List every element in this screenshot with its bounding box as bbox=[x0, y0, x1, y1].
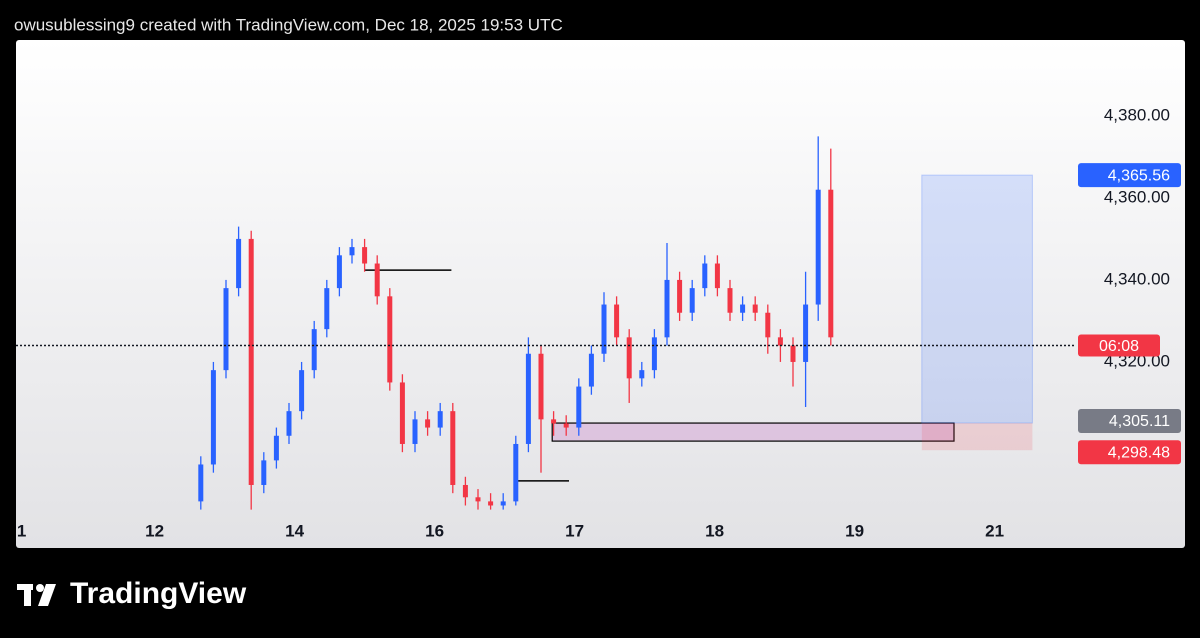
x-tick-label: 1 bbox=[17, 521, 26, 540]
x-tick-label: 16 bbox=[425, 521, 444, 540]
candle-body bbox=[412, 419, 418, 444]
target-zone bbox=[921, 174, 1033, 424]
candle-body bbox=[777, 337, 783, 346]
candle-body bbox=[198, 464, 204, 502]
target-tag-label: 4,365.56 bbox=[1108, 167, 1170, 184]
y-tick-label: 4,360.00 bbox=[1104, 187, 1170, 206]
candle-body bbox=[462, 484, 468, 498]
candle-body bbox=[248, 238, 254, 485]
candle-body bbox=[349, 247, 355, 256]
x-tick-label: 12 bbox=[145, 521, 164, 540]
candle-body bbox=[374, 263, 380, 297]
candle-body bbox=[664, 279, 670, 338]
candle-body bbox=[261, 460, 267, 485]
entry-tag-label: 4,305.11 bbox=[1109, 413, 1170, 430]
candle-body bbox=[273, 435, 279, 461]
candle-body bbox=[336, 255, 342, 289]
brand-name: TradingView bbox=[70, 577, 247, 610]
entry-tag bbox=[1078, 409, 1181, 434]
candle-body bbox=[437, 411, 443, 428]
x-tick-label: 18 bbox=[705, 521, 724, 540]
candle-body bbox=[689, 288, 695, 313]
candle-body bbox=[740, 304, 746, 313]
stop-tag bbox=[1078, 440, 1181, 465]
candle-body bbox=[362, 247, 368, 264]
candle-body bbox=[702, 263, 708, 289]
candle-body bbox=[651, 337, 657, 371]
candle-body bbox=[387, 296, 393, 383]
candle-body bbox=[488, 501, 494, 506]
candle-body bbox=[601, 304, 607, 354]
candle-body bbox=[299, 370, 305, 412]
candle-body bbox=[210, 370, 216, 465]
candle-body bbox=[399, 382, 405, 444]
candle-body bbox=[752, 304, 758, 313]
candle-body bbox=[551, 419, 557, 424]
candle-body bbox=[815, 189, 821, 305]
candle-body bbox=[828, 189, 834, 338]
overlay: 4,320.004,340.004,360.004,380.001 12 14 16 1… bbox=[16, 105, 1181, 540]
x-tick-label: 19 bbox=[845, 521, 864, 540]
stop-zone bbox=[921, 423, 1033, 451]
countdown-box bbox=[1078, 334, 1160, 357]
candle-body bbox=[450, 411, 456, 485]
y-tick-label: 4,380.00 bbox=[1104, 105, 1170, 124]
imbalance-zone bbox=[551, 422, 955, 442]
candle-body bbox=[639, 370, 645, 379]
x-tick-label: 17 bbox=[565, 521, 584, 540]
candle-body bbox=[525, 353, 531, 444]
candle-body bbox=[803, 304, 809, 362]
chart-panel bbox=[16, 40, 1185, 548]
y-tick-label: 4,340.00 bbox=[1104, 269, 1170, 288]
candle-body bbox=[223, 288, 229, 371]
candle-body bbox=[500, 501, 506, 506]
candle-body bbox=[588, 353, 594, 387]
logo bbox=[17, 584, 56, 606]
x-tick-label: 14 bbox=[285, 521, 304, 540]
candle-body bbox=[475, 497, 481, 502]
candle-body bbox=[790, 345, 796, 362]
countdown: 06:08 bbox=[1099, 338, 1139, 355]
candle-body bbox=[538, 353, 544, 420]
candle-body bbox=[765, 312, 771, 338]
candle-body bbox=[513, 443, 519, 502]
candle-body bbox=[727, 288, 733, 313]
target-tag bbox=[1078, 163, 1181, 188]
candle-body bbox=[614, 304, 620, 338]
candle-body bbox=[626, 337, 632, 379]
candle-body bbox=[576, 386, 582, 428]
x-tick-label: 21 bbox=[985, 521, 1004, 540]
candle-body bbox=[286, 411, 292, 436]
plot bbox=[198, 136, 955, 510]
header-text: owusublessing9 created with TradingView.… bbox=[14, 15, 563, 34]
stop-tag-label: 4,298.48 bbox=[1108, 444, 1170, 461]
candle-body bbox=[714, 263, 720, 289]
candle-body bbox=[324, 288, 330, 330]
candle-body bbox=[236, 238, 242, 289]
candle-body bbox=[677, 279, 683, 313]
candle-body bbox=[425, 419, 431, 428]
candle-body bbox=[311, 329, 317, 371]
candle-body bbox=[563, 423, 569, 428]
